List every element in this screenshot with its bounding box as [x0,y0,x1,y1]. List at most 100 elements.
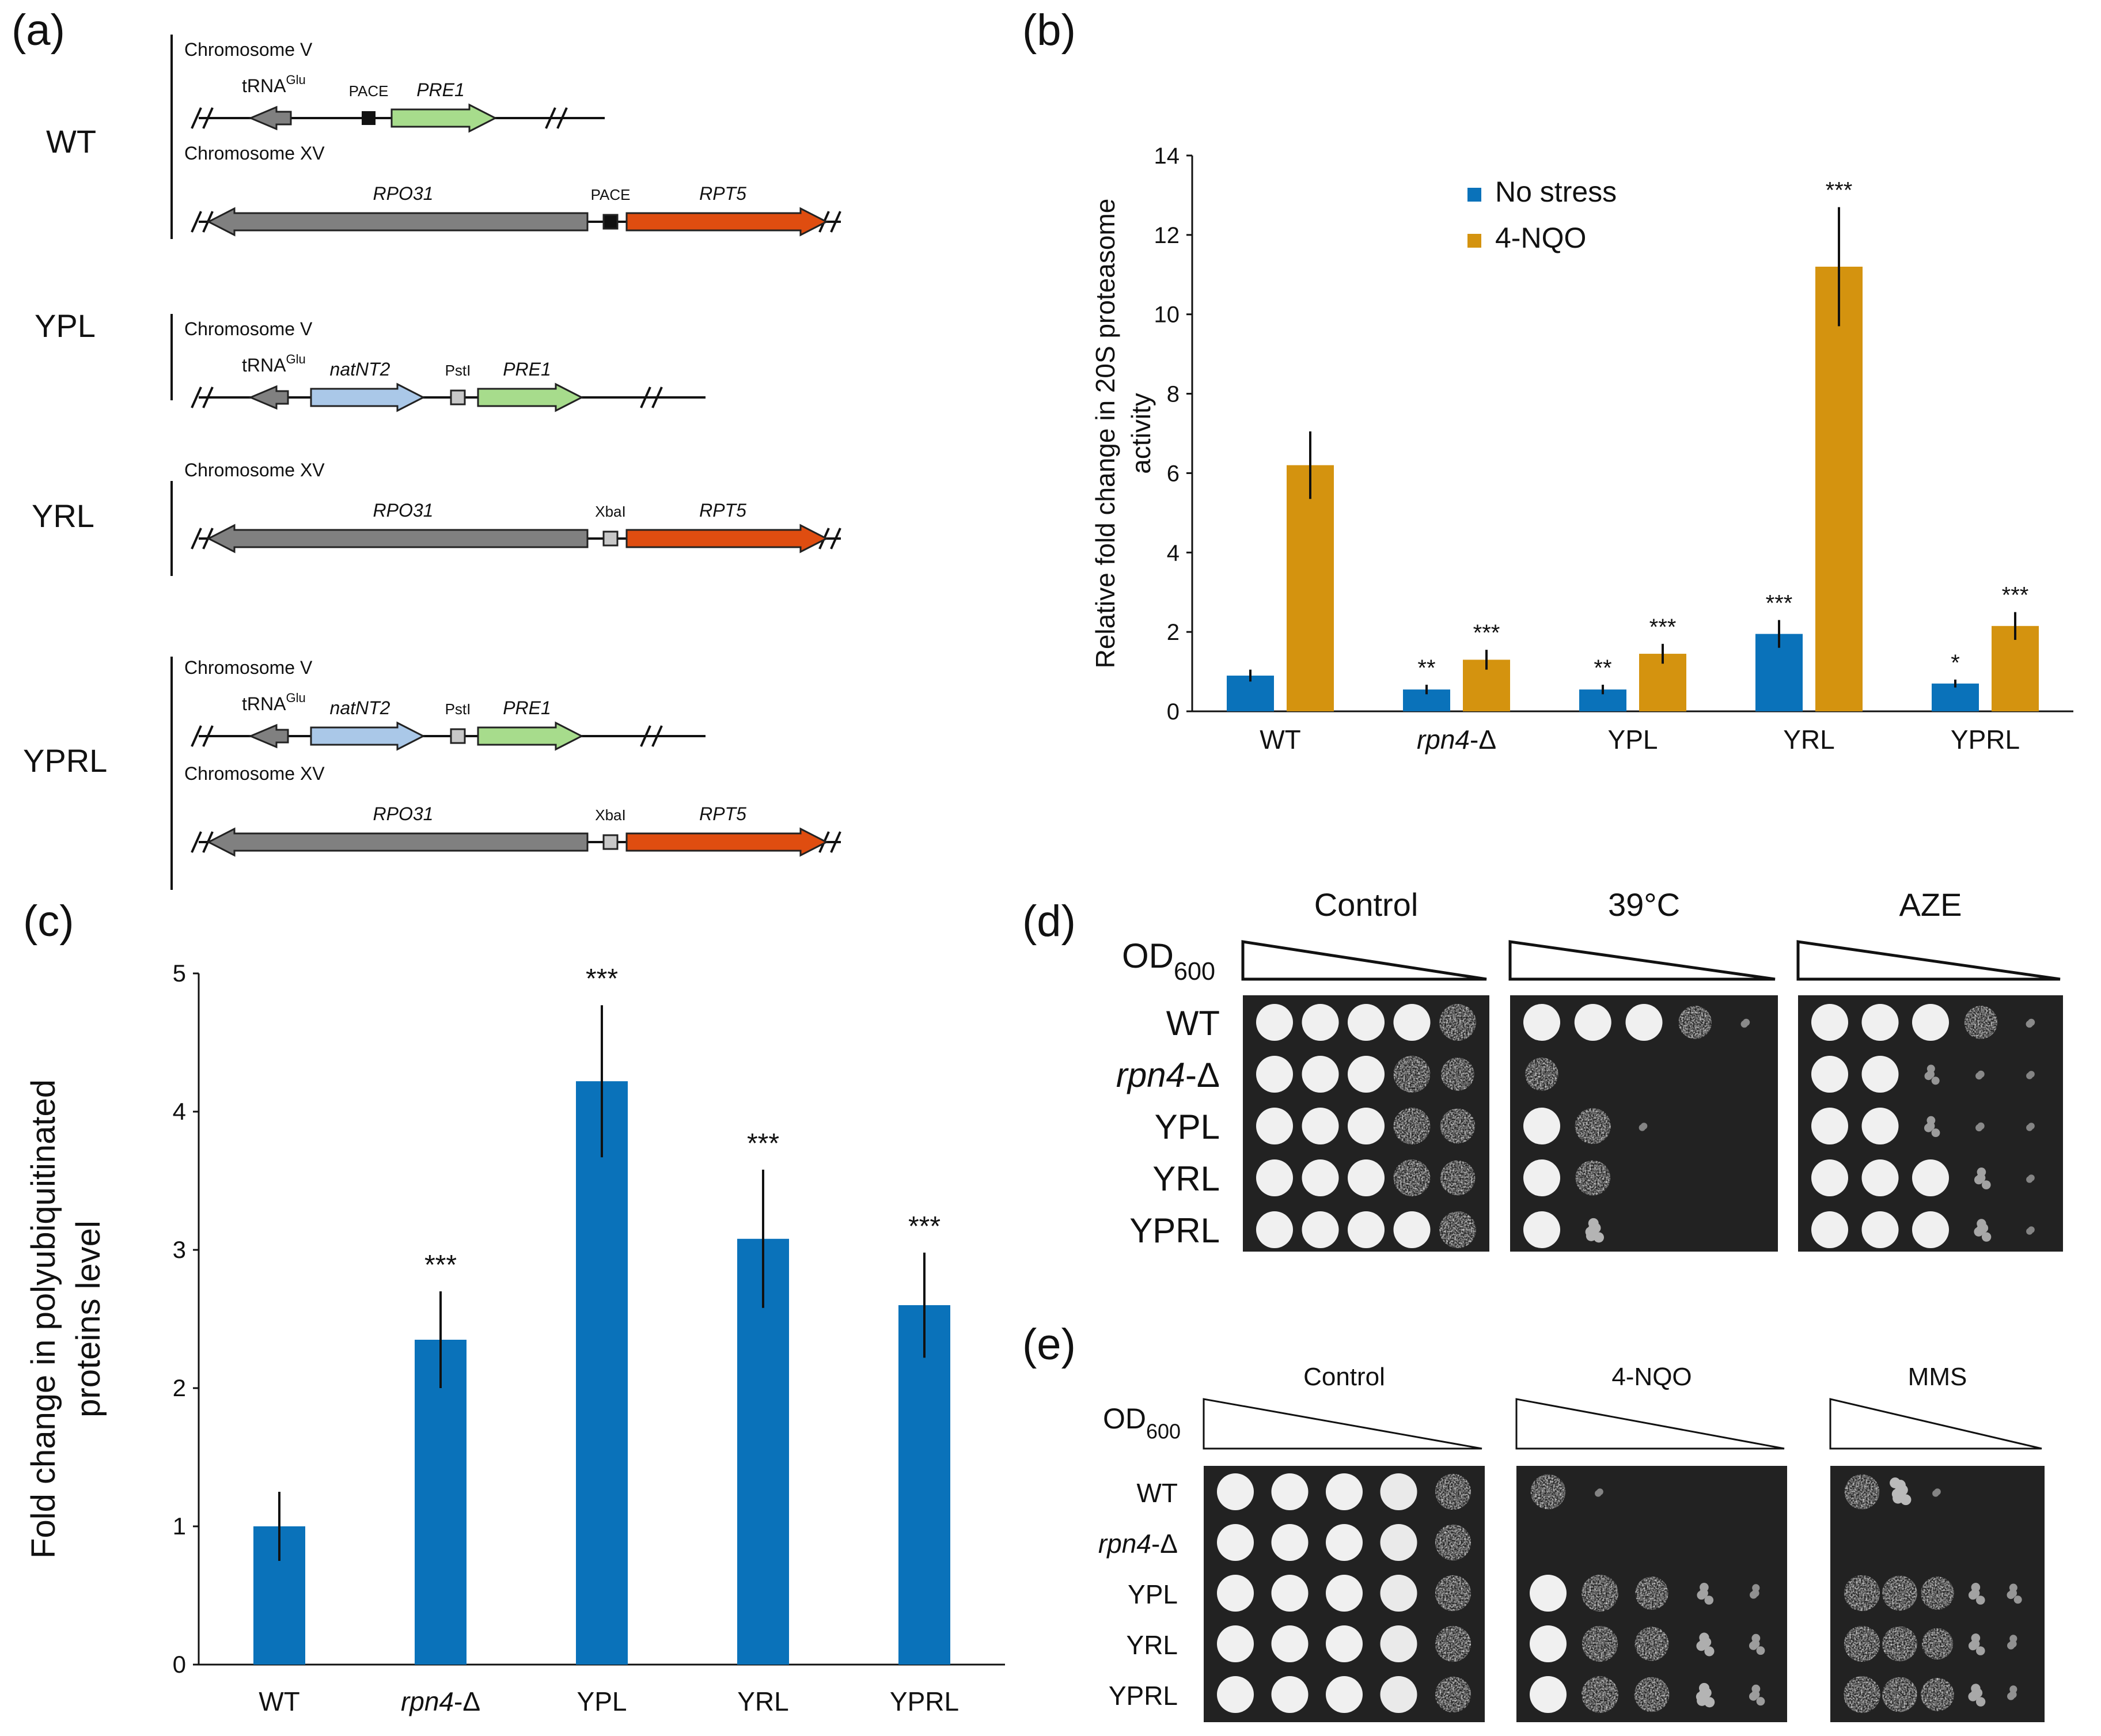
assay-e-spot [1380,1625,1417,1662]
natnt2-gene-arrow [310,721,426,751]
rpo31-gene-arrow [206,827,589,857]
assay-e-spot [1921,1576,1954,1610]
chart-c-y-label: Fold change in polyubiquitinated [25,1079,62,1559]
chart-b-significance: *** [2002,583,2029,608]
assay-d-colony [1926,1064,1935,1073]
assay-e-colony [1897,1484,1908,1496]
assay-d-spot [1912,1004,1949,1041]
chart-b-y-tick-label: 2 [1167,620,1180,645]
chart-b-category-label: YPL [1608,725,1658,755]
assay-e-colony [1893,1492,1903,1504]
assay-d-spot [1256,1108,1293,1144]
pace-label: PACE [591,186,631,203]
assay-d-spot [1912,1159,1949,1196]
assay-d-spot [1861,1159,1899,1196]
xbai-label: XbaI [595,806,626,824]
assay-e-spot [1844,1474,1880,1510]
xbai-label: XbaI [595,503,626,520]
xbai-site [602,834,619,850]
assay-e-spot [1530,1575,1567,1612]
assay-d-spot [1523,1004,1560,1041]
psti-site [450,389,466,405]
assay-d-spot [1912,1211,1949,1248]
assay-d-spot [1393,1159,1431,1196]
assay-d-colony [1740,1020,1748,1028]
rpo31-gene-arrow [206,524,589,554]
trna-label: tRNAGlu [242,691,306,714]
strain-label: WT [46,123,96,160]
assay-d-od-label: OD600 [1122,937,1215,985]
chart-c-y-tick-label: 1 [173,1513,186,1540]
assay-e-spot [1921,1678,1954,1711]
assay-d-spot [1861,1108,1899,1144]
rpo31-gene-arrow [206,207,589,237]
chart-c-bar [576,1081,628,1665]
chart-b-category-label: WT [1260,725,1301,755]
assay-d-spot [1302,1004,1339,1041]
rpt5-label: RPT5 [699,183,746,204]
trna-gene-arrow [248,385,289,410]
chart-c-y-tick-label: 5 [173,960,186,987]
assay-d-od-subscript: 600 [1174,958,1215,985]
trna-superscript: Glu [286,73,305,87]
assay-e-spot [1582,1676,1618,1713]
psti-label: PstI [445,362,471,379]
assay-d-spot [1861,1211,1899,1248]
chart-b-y-tick-label: 4 [1167,540,1180,566]
assay-d-spot [1811,1211,1848,1248]
chromosome-row: Chromosome V tRNAGlu natNT2 PstI PRE1 [184,319,706,412]
break-mark [640,386,651,408]
natnt2-label: natNT2 [330,359,390,380]
assay-e-colony [1749,1641,1758,1650]
assay-d-spot [1348,1211,1385,1248]
chart-c-category-label-rest: -Δ [454,1686,480,1716]
locus-group-ypl: YPL Chromosome V tRNAGlu natNT2 PstI PRE1 [35,308,706,412]
assay-e-colony [1975,1697,1986,1707]
assay-d-dilution-triangle [1508,940,1776,981]
assay-d-colony [1590,1222,1601,1233]
assay-e-dilution-triangle [1829,1398,2042,1450]
assay-e-colony [1701,1637,1712,1647]
chart-b-significance: ** [1594,655,1611,681]
chart-b-legend-label: 4-NQO [1495,222,1586,254]
chart-c-category-label: YPRL [890,1686,959,1716]
assay-d-colony [2026,1228,2033,1235]
assay-d-spot [1811,1004,1848,1041]
assay-e-spot [1380,1676,1417,1713]
chromosome-title: Chromosome XV [184,143,325,164]
assay-d-colony [1978,1223,1989,1233]
assay-d-spot [1575,1160,1611,1196]
chart-b-legend-swatch [1467,234,1481,248]
assay-d-spot [1256,1056,1293,1093]
break-mark [651,386,663,408]
assay-e-spot [1271,1625,1309,1662]
assay-e-dilution-triangle [1203,1398,1482,1450]
strain-label: YPRL [23,742,107,779]
assay-e-spot [1326,1524,1363,1561]
assay-e-colony [2009,1635,2017,1643]
chart-b-significance: ** [1417,655,1435,681]
chart-b-bar [1287,465,1334,711]
assay-d-spot [1393,1004,1431,1041]
xbai-site [602,530,619,547]
assay-d-colony [1924,1072,1933,1081]
rpo31-label: RPO31 [373,803,434,824]
chromosome-row: Chromosome XV RPO31 XbaI RPT5 [184,460,841,554]
assay-e-spot [1530,1474,1566,1510]
assay-e-spot [1271,1676,1309,1713]
break-mark [556,107,568,129]
chart-b-y-tick-label: 14 [1154,143,1180,169]
rpo31-label: RPO31 [373,500,434,521]
assay-e-colony [1752,1584,1760,1592]
assay-e-spot [1582,1575,1618,1612]
assay-e-spot [1435,1575,1472,1612]
assay-d-strain-label: YPRL [1129,1211,1220,1250]
assay-e-strain-label: YRL [1127,1630,1178,1660]
assay-d-plate-title: 39°C [1608,886,1680,923]
pace-element [362,111,376,125]
assay-e-colony [1973,1688,1983,1698]
chromosome-row: Chromosome XV RPO31 PACE RPT5 [184,143,841,237]
assay-e-spot [1217,1625,1254,1662]
assay-d-colony [2026,1020,2033,1028]
